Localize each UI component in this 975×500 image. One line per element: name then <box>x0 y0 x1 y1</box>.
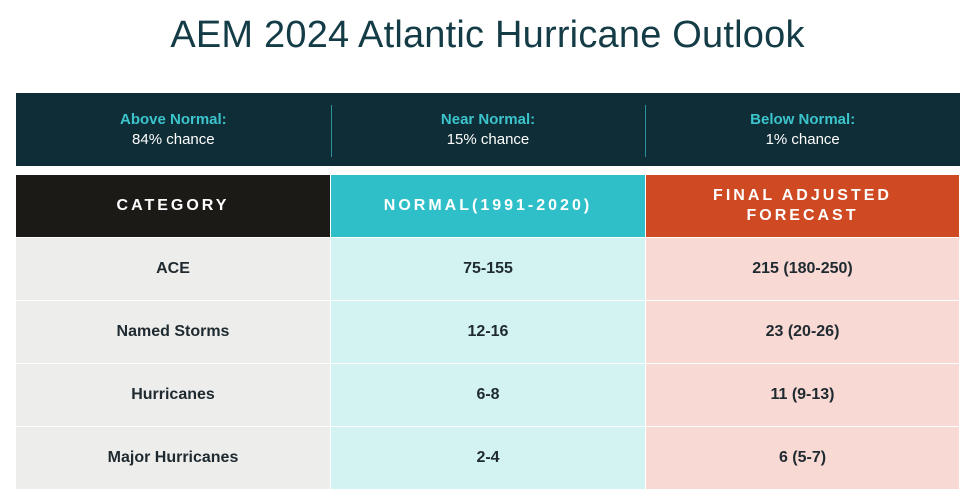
header-normal-label: NORMAL(1991-2020) <box>383 197 593 214</box>
table-row: ACE 75-155 215 (180-250) <box>16 237 960 300</box>
probability-near-normal: Near Normal: 15% chance <box>330 93 646 166</box>
forecast-table: CATEGORY NORMAL(1991-2020) FINAL ADJUSTE… <box>16 175 960 489</box>
category-cell: Named Storms <box>16 301 330 363</box>
header-category-label: CATEGORY <box>116 197 230 214</box>
normal-cell: 75-155 <box>330 238 645 300</box>
normal-cell: 2-4 <box>330 427 645 489</box>
table-row: Hurricanes 6-8 11 (9-13) <box>16 363 960 426</box>
table-header-row: CATEGORY NORMAL(1991-2020) FINAL ADJUSTE… <box>16 175 960 237</box>
table-row: Major Hurricanes 2-4 6 (5-7) <box>16 426 960 489</box>
forecast-cell: 23 (20-26) <box>645 301 959 363</box>
header-forecast-label: FINAL ADJUSTED FORECAST <box>713 186 892 226</box>
normal-cell: 6-8 <box>330 364 645 426</box>
probability-label: Below Normal: <box>750 110 856 128</box>
header-category: CATEGORY <box>16 175 330 237</box>
forecast-cell: 11 (9-13) <box>645 364 959 426</box>
forecast-cell: 215 (180-250) <box>645 238 959 300</box>
category-cell: Major Hurricanes <box>16 427 330 489</box>
probability-value: 15% chance <box>446 130 530 148</box>
category-cell: ACE <box>16 238 330 300</box>
forecast-cell: 6 (5-7) <box>645 427 959 489</box>
probability-label: Above Normal: <box>119 110 227 128</box>
header-forecast: FINAL ADJUSTED FORECAST <box>645 175 959 237</box>
category-cell: Hurricanes <box>16 364 330 426</box>
probability-label: Near Normal: <box>440 110 536 128</box>
probability-banner: Above Normal: 84% chance Near Normal: 15… <box>16 93 960 166</box>
header-forecast-line1: FINAL ADJUSTED <box>713 187 892 204</box>
probability-value: 84% chance <box>132 130 215 148</box>
probability-above-normal: Above Normal: 84% chance <box>16 93 331 166</box>
probability-value: 1% chance <box>765 130 840 148</box>
header-forecast-line2: FORECAST <box>746 207 859 224</box>
page-title: AEM 2024 Atlantic Hurricane Outlook <box>170 14 805 56</box>
probability-below-normal: Below Normal: 1% chance <box>645 93 960 166</box>
table-row: Named Storms 12-16 23 (20-26) <box>16 300 960 363</box>
normal-cell: 12-16 <box>330 301 645 363</box>
header-normal: NORMAL(1991-2020) <box>330 175 645 237</box>
